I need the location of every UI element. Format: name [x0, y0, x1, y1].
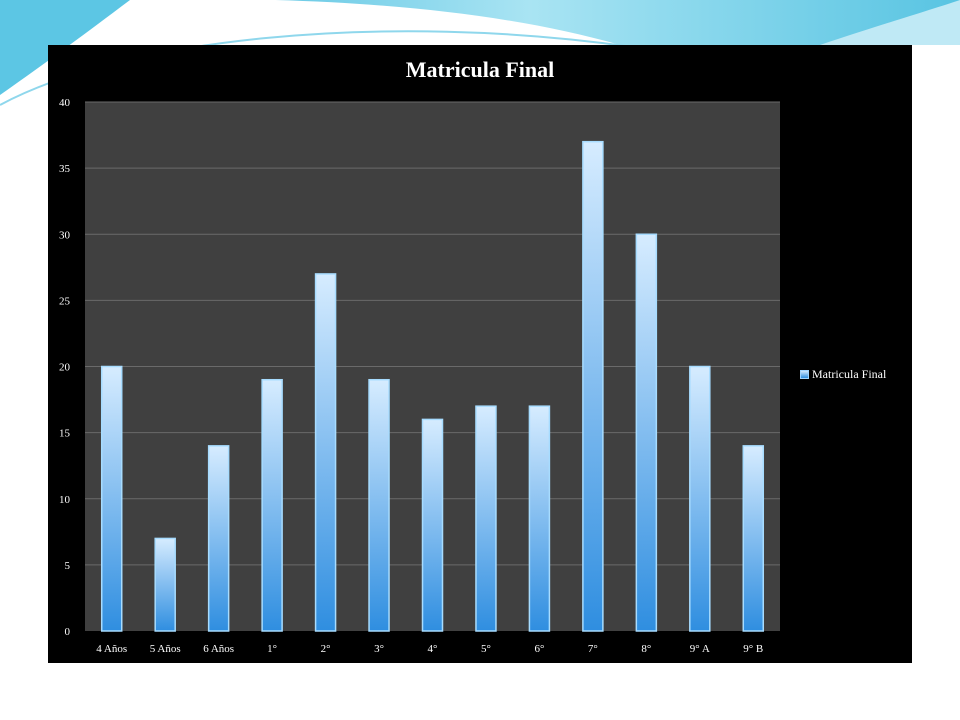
bar — [475, 405, 497, 632]
bar — [100, 365, 123, 632]
y-tick-label: 10 — [59, 494, 71, 506]
legend-label: Matricula Final — [812, 367, 887, 381]
x-tick-label: 3° — [374, 643, 384, 655]
bar — [689, 365, 711, 632]
y-tick-label: 0 — [65, 626, 71, 638]
x-tick-label: 5° — [481, 643, 491, 655]
x-tick-label: 1° — [267, 643, 277, 655]
bar — [368, 378, 390, 632]
y-tick-label: 25 — [59, 295, 71, 307]
bar — [314, 273, 337, 632]
y-tick-label: 15 — [59, 428, 71, 440]
chart-title: Matricula Final — [405, 57, 555, 82]
chart-area: 0 5 10 15 20 25 30 35 40 4 Años 5 Años 6 Años 1° 2° 3… — [48, 45, 912, 663]
x-tick-label: 9° B — [743, 643, 763, 655]
y-tick-label: 30 — [59, 229, 71, 241]
x-tick-label: 7° — [588, 643, 598, 655]
x-tick-label: 4° — [428, 643, 438, 655]
legend-swatch-icon — [800, 370, 809, 379]
bar — [742, 445, 765, 632]
bar — [261, 378, 283, 632]
bar — [635, 233, 658, 632]
x-tick-label: 6 Años — [203, 643, 234, 655]
y-tick-label: 5 — [65, 560, 71, 572]
x-tick-label: 4 Años — [96, 643, 127, 655]
x-tick-label: 9° A — [690, 643, 710, 655]
chart-svg: 0 5 10 15 20 25 30 35 40 4 Años 5 Años 6 Años 1° 2° 3… — [59, 97, 780, 655]
legend: Matricula Final — [800, 367, 886, 382]
x-tick-label: 5 Años — [150, 643, 181, 655]
bar — [154, 537, 176, 632]
y-tick-label: 35 — [59, 163, 71, 175]
bar — [421, 418, 444, 632]
x-tick-label: 6° — [534, 643, 544, 655]
slide-swoosh-right — [820, 0, 960, 45]
bar — [582, 140, 604, 632]
x-tick-label: 8° — [641, 643, 651, 655]
y-tick-label: 40 — [59, 97, 71, 109]
bar — [207, 445, 230, 632]
bar — [528, 405, 551, 632]
slide-swoosh-top — [100, 0, 960, 45]
x-tick-label: 2° — [321, 643, 331, 655]
y-tick-label: 20 — [59, 362, 71, 374]
